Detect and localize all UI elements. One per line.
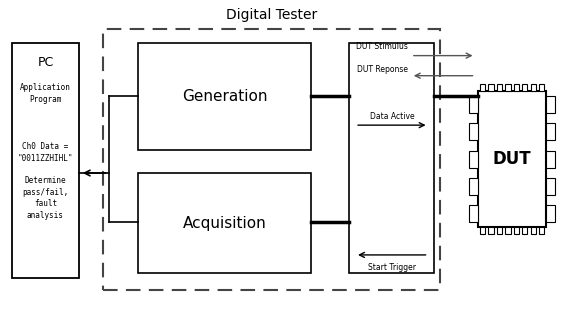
- Text: Acquisition: Acquisition: [183, 216, 266, 231]
- Bar: [497, 84, 502, 91]
- Text: DUT Reponse: DUT Reponse: [357, 65, 408, 74]
- Bar: [546, 178, 555, 195]
- Bar: [469, 123, 478, 140]
- Bar: [349, 43, 434, 273]
- Bar: [488, 84, 494, 91]
- Text: Application
Program: Application Program: [20, 83, 71, 104]
- Text: Start Trigger: Start Trigger: [368, 263, 416, 272]
- Bar: [514, 227, 519, 234]
- Text: PC: PC: [38, 56, 53, 69]
- Bar: [480, 227, 485, 234]
- Text: Generation: Generation: [182, 89, 267, 104]
- Bar: [480, 84, 485, 91]
- Bar: [469, 150, 478, 167]
- Bar: [469, 96, 478, 113]
- Bar: [546, 123, 555, 140]
- Bar: [505, 227, 511, 234]
- Bar: [539, 227, 544, 234]
- Bar: [12, 43, 79, 278]
- Text: Digital Tester: Digital Tester: [226, 8, 317, 22]
- Bar: [522, 84, 528, 91]
- Text: DUT: DUT: [493, 150, 531, 168]
- Bar: [478, 91, 546, 227]
- Bar: [546, 96, 555, 113]
- Bar: [469, 178, 478, 195]
- Bar: [138, 173, 311, 273]
- Bar: [531, 84, 536, 91]
- Bar: [488, 227, 494, 234]
- Bar: [522, 227, 528, 234]
- Text: DUT Stimulus: DUT Stimulus: [356, 42, 408, 51]
- Bar: [103, 29, 440, 290]
- Text: Ch0 Data =
"0011ZZHIHL"

Determine
pass/fail,
fault
analysis: Ch0 Data = "0011ZZHIHL" Determine pass/f…: [18, 142, 73, 220]
- Bar: [514, 84, 519, 91]
- Bar: [539, 84, 544, 91]
- Text: Data Active: Data Active: [369, 112, 414, 121]
- Bar: [531, 227, 536, 234]
- Bar: [546, 150, 555, 167]
- Bar: [138, 43, 311, 150]
- Bar: [497, 227, 502, 234]
- Bar: [505, 84, 511, 91]
- Bar: [469, 205, 478, 222]
- Bar: [546, 205, 555, 222]
